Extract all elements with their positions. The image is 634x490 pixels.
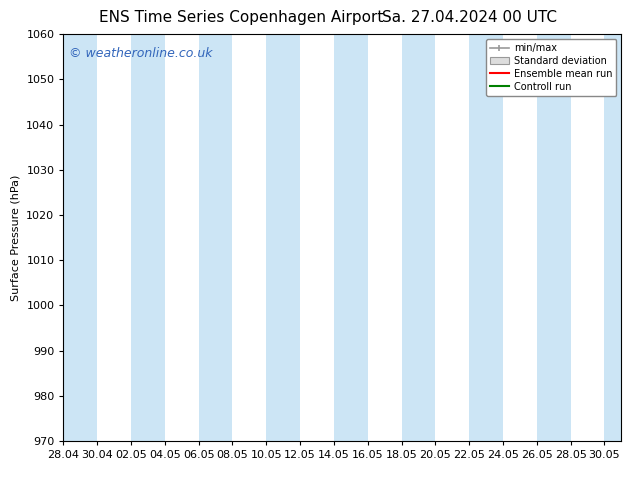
Bar (469, 34, 503, 441)
Y-axis label: Surface Pressure (hPa): Surface Pressure (hPa) (11, 174, 21, 301)
Legend: min/max, Standard deviation, Ensemble mean run, Controll run: min/max, Standard deviation, Ensemble me… (486, 39, 616, 96)
Bar (266, 34, 300, 441)
Bar (198, 34, 233, 441)
Bar (537, 34, 571, 441)
Text: ENS Time Series Copenhagen Airport: ENS Time Series Copenhagen Airport (99, 10, 383, 25)
Bar (334, 34, 368, 441)
Text: Sa. 27.04.2024 00 UTC: Sa. 27.04.2024 00 UTC (382, 10, 557, 25)
Text: © weatheronline.co.uk: © weatheronline.co.uk (69, 47, 212, 59)
Bar (131, 34, 165, 441)
Bar (401, 34, 436, 441)
Bar (604, 34, 621, 441)
Bar (63, 34, 97, 441)
